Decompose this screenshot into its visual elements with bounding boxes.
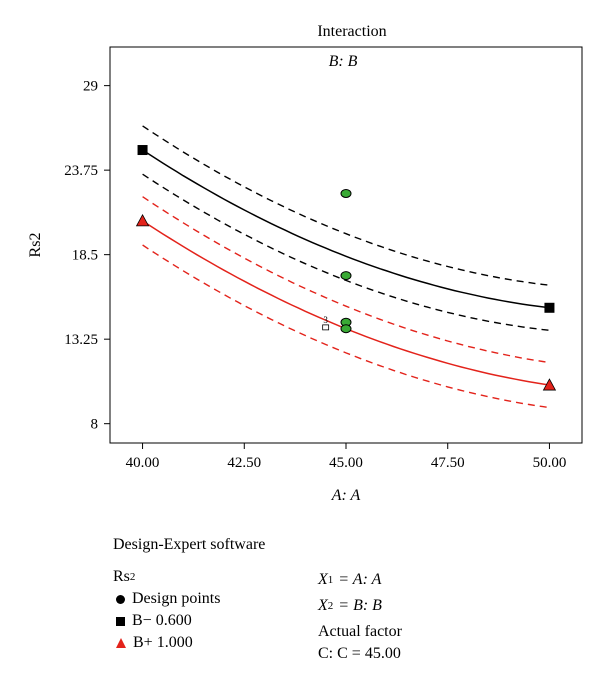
- fit-line-series-2: [142, 220, 550, 386]
- y-tick-label: 8: [91, 417, 99, 433]
- y-axis-ticks: 8 13.25 18.5 23.75 29: [64, 79, 110, 433]
- design-point: [340, 271, 352, 281]
- square-marker: [544, 302, 555, 313]
- interaction-chart: Interaction B: B A: A Rs2 40.00 42.50 45.0…: [27, 23, 583, 504]
- x2-symbol: X: [318, 597, 328, 614]
- x-tick-label: 50.00: [533, 455, 567, 471]
- x-tick-label: 47.50: [431, 455, 465, 471]
- legend-item-label: B+ 1.000: [133, 634, 193, 651]
- x1-sub: 1: [327, 574, 334, 586]
- marker-layer: 3: [135, 145, 557, 391]
- legend-item-label: B− 0.600: [132, 612, 192, 629]
- legend-item-b-plus: B+ 1.000: [113, 632, 265, 654]
- x2-value: = B: B: [338, 597, 382, 614]
- legend-response-sub: 2: [129, 571, 136, 583]
- design-point-symbol-icon: [116, 594, 125, 604]
- ci-lower-series-2: [142, 244, 550, 409]
- x-axis-label: A: A: [331, 487, 361, 504]
- y-tick-label: 18.5: [72, 248, 98, 264]
- ci-upper-series-2: [142, 196, 550, 364]
- fit-line-series-1: [142, 149, 550, 309]
- x2-sub: 2: [327, 600, 334, 612]
- triangle-marker: [135, 214, 150, 227]
- x-tick-label: 42.50: [227, 455, 261, 471]
- overlap-marker: [322, 324, 330, 331]
- legend-software-title: Design-Expert software: [113, 536, 266, 553]
- chart-title: Interaction: [317, 23, 386, 40]
- series-layer: [142, 125, 550, 409]
- chart-subtitle: B: B: [329, 53, 358, 70]
- ci-upper-series-1: [142, 125, 550, 286]
- x-tick-label: 45.00: [329, 455, 363, 471]
- legend-left: Design-Expert software Rs 2 Design points…: [113, 534, 265, 654]
- legend-response: Rs 2: [113, 566, 265, 588]
- ci-lower-series-1: [142, 173, 550, 331]
- square-marker: [137, 145, 148, 156]
- x1-value: = A: A: [338, 571, 382, 588]
- legend-response-name: Rs: [113, 568, 130, 585]
- overlap-count-label: 3: [323, 315, 328, 325]
- x1-symbol: X: [318, 571, 328, 588]
- legend-item-b-minus: B− 0.600: [113, 610, 265, 632]
- x-tick-label: 40.00: [126, 455, 160, 471]
- y-tick-label: 29: [83, 79, 98, 95]
- legend-factor-value: C: C = 45.00: [318, 645, 401, 662]
- square-symbol-icon: [116, 616, 125, 626]
- triangle-marker: [542, 378, 557, 391]
- triangle-symbol-icon: [116, 638, 126, 648]
- y-tick-label: 13.25: [64, 332, 98, 348]
- legend-item-design-points: Design points: [113, 588, 265, 610]
- legend-item-label: Design points: [132, 590, 221, 607]
- design-point: [340, 188, 352, 198]
- legend-actual-factor: Actual factor: [318, 623, 402, 640]
- y-axis-label: Rs2: [27, 233, 44, 258]
- design-point: [340, 324, 352, 334]
- x-axis-ticks: 40.00 42.50 45.00 47.50 50.00: [126, 443, 567, 471]
- y-tick-label: 23.75: [64, 163, 98, 179]
